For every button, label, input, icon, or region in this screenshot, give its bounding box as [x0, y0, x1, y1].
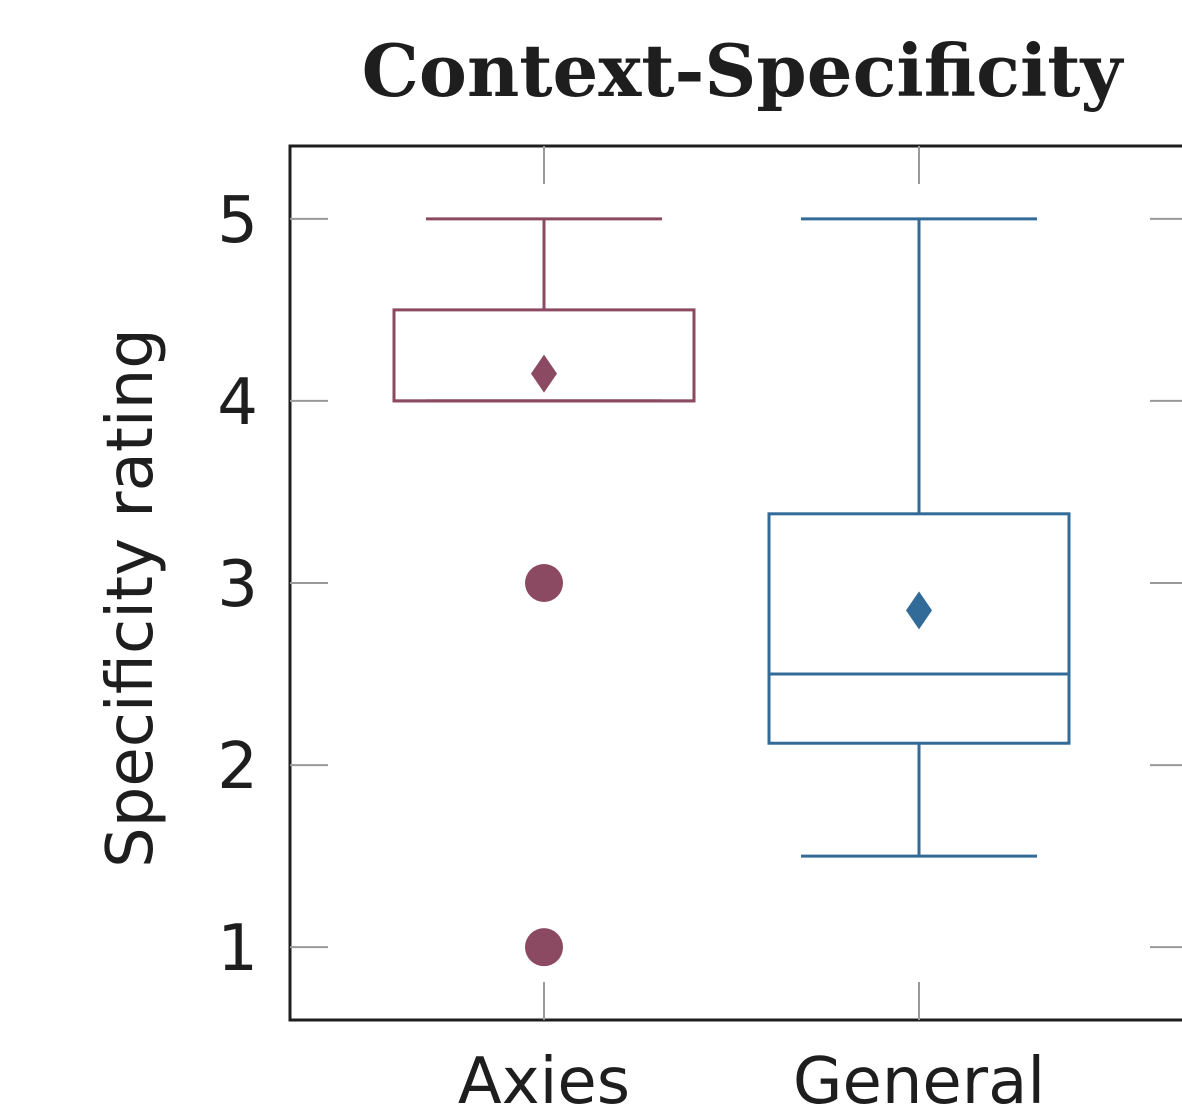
tick-marks	[290, 146, 1182, 1020]
outlier-point	[525, 564, 563, 602]
box	[767, 512, 1071, 745]
y-tick-label: 2	[217, 730, 258, 804]
x-tick-labels: Axies General	[458, 1045, 1045, 1116]
mean-marker	[906, 591, 932, 630]
y-tick-label: 4	[217, 366, 258, 440]
box-group-general	[767, 217, 1071, 858]
boxes	[392, 217, 1071, 967]
y-axis-label: Specificity rating	[94, 328, 168, 868]
plot-frame	[288, 144, 1182, 1022]
chart-title: Context-Specificity	[362, 28, 1125, 113]
x-tick-label: General	[793, 1045, 1045, 1116]
y-tick-label: 5	[217, 184, 258, 258]
mean-marker	[531, 354, 557, 393]
outlier-point	[525, 928, 563, 967]
y-tick-labels: 1 2 3 4 5	[217, 184, 258, 986]
x-tick-label: Axies	[458, 1045, 630, 1116]
box-group-axies	[392, 217, 696, 967]
y-tick-label: 3	[217, 548, 258, 622]
y-tick-label: 1	[217, 912, 258, 986]
